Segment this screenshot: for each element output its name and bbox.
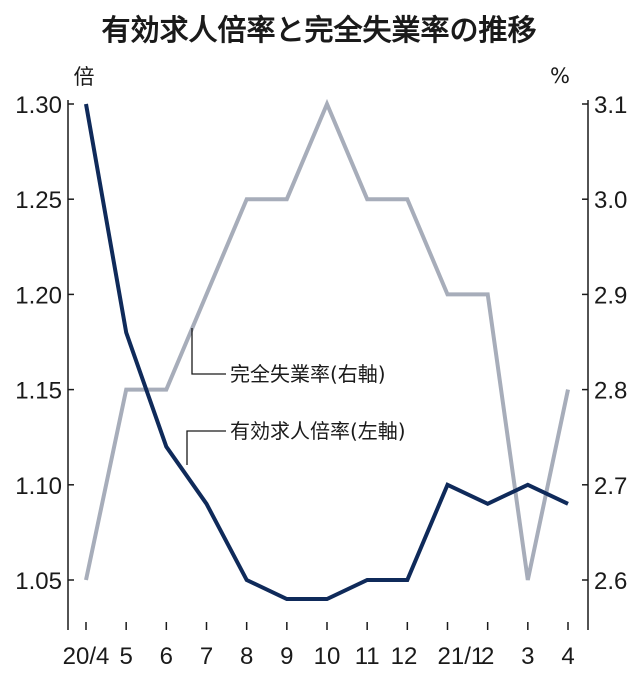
- x-tick-label: 11: [355, 643, 380, 670]
- x-tick-label: 12: [391, 643, 418, 670]
- unemployment-series-label: 完全失業率(右軸): [230, 362, 386, 386]
- x-tick-label: 21/1: [438, 643, 485, 670]
- left-axis-ticks: 1.30 1.25 1.20 1.15 1.10 1.05: [15, 92, 74, 595]
- chart-title: 有効求人倍率と完全失業率の推移: [101, 13, 536, 47]
- left-tick-label: 1.15: [15, 378, 62, 405]
- left-tick-label: 1.10: [15, 473, 62, 500]
- unemployment-series-line: [84, 98, 570, 581]
- series-lines: [84, 98, 570, 601]
- left-axis-unit: 倍: [74, 65, 95, 89]
- x-tick-label: 5: [119, 643, 132, 670]
- right-tick-label: 2.8: [594, 378, 627, 405]
- x-axis-ticks: 20/4 5 6 7 8 9 10 11 12 21/12 3 4: [63, 622, 575, 670]
- x-tick-label: 4: [561, 643, 574, 670]
- job-ratio-leader-line: [186, 430, 226, 465]
- job-ratio-series-line: [84, 103, 569, 601]
- right-axis-unit: %: [550, 64, 570, 88]
- x-tick-label: 7: [200, 643, 213, 670]
- left-tick-label: 1.30: [15, 92, 62, 119]
- x-tick-label: 3: [521, 643, 534, 670]
- right-tick-label: 3.0: [594, 187, 627, 214]
- right-tick-label: 2.9: [594, 282, 627, 309]
- job-ratio-series-label: 有効求人倍率(左軸): [230, 419, 406, 443]
- left-tick-label: 1.25: [15, 187, 62, 214]
- right-tick-label: 2.7: [594, 473, 627, 500]
- right-tick-label: 3.1: [594, 92, 627, 119]
- x-tick-label: 2: [481, 643, 494, 670]
- x-tick-label: 6: [160, 643, 173, 670]
- unemployment-leader-line: [191, 328, 226, 375]
- x-tick-label: 8: [240, 643, 253, 670]
- right-axis-ticks: 3.1 3.0 2.9 2.8 2.7 2.6: [582, 92, 627, 595]
- left-tick-label: 1.05: [15, 568, 62, 595]
- right-tick-label: 2.6: [594, 568, 627, 595]
- x-tick-label: 20/4: [63, 643, 110, 670]
- left-tick-label: 1.20: [15, 282, 62, 309]
- x-tick-label: 9: [280, 643, 293, 670]
- x-tick-label: 10: [314, 643, 341, 670]
